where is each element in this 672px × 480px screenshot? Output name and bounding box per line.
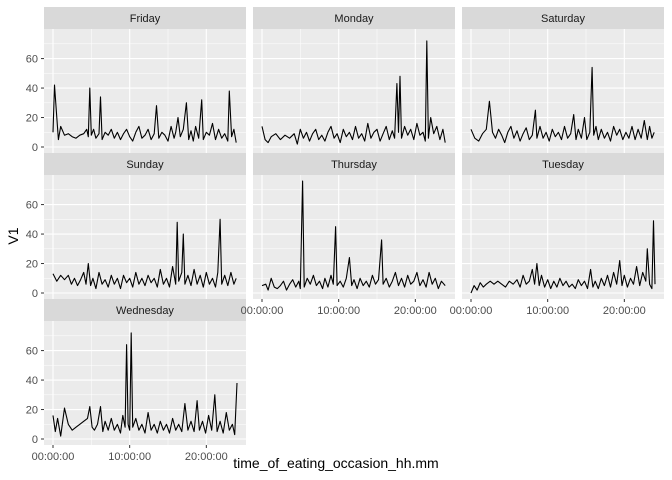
series-line-thursday xyxy=(261,180,446,291)
facet-label-monday: Monday xyxy=(334,13,374,25)
y-tick-label: 0 xyxy=(32,288,38,300)
facet-strip-sunday xyxy=(44,153,246,175)
y-tick-label: 20 xyxy=(26,259,38,271)
facet-label-saturday: Saturday xyxy=(541,13,586,25)
facet-strip-friday xyxy=(44,7,246,29)
facet-strip-thursday xyxy=(253,153,455,175)
y-tick-label: 0 xyxy=(32,142,38,154)
y-tick-label: 40 xyxy=(26,229,38,241)
facet-strip-monday xyxy=(253,7,455,29)
series-line-saturday xyxy=(470,66,655,144)
facet-panel-thursday: Thursday xyxy=(253,153,455,299)
facet-strip-saturday xyxy=(462,7,664,29)
y-tick-label: 60 xyxy=(26,346,38,358)
x-tick-label: 10:00:00 xyxy=(108,451,151,463)
series-line-tuesday xyxy=(470,220,656,294)
y-tick-label: 40 xyxy=(26,83,38,95)
x-tick-label: 20:00:00 xyxy=(394,305,437,317)
panel-background-sunday xyxy=(44,175,246,299)
facet-label-thursday: Thursday xyxy=(331,159,377,171)
series-line-monday xyxy=(261,40,446,145)
facet-label-sunday: Sunday xyxy=(126,159,164,171)
series-line-wednesday xyxy=(52,332,238,437)
facet-panel-wednesday: Wednesday xyxy=(44,299,246,445)
facet-panel-monday: Monday xyxy=(253,7,455,153)
y-tick-label: 60 xyxy=(26,200,38,212)
x-axis-title: time_of_eating_occasion_hh.mm xyxy=(233,455,439,471)
x-tick-label: 00:00:00 xyxy=(450,305,493,317)
facet-strip-wednesday xyxy=(44,299,246,321)
y-axis-title: V1 xyxy=(5,227,21,245)
series-line-sunday xyxy=(52,218,237,290)
facet-label-wednesday: Wednesday xyxy=(116,305,174,317)
facet-strip-tuesday xyxy=(462,153,664,175)
x-tick-label: 20:00:00 xyxy=(603,305,646,317)
facet-panel-saturday: Saturday xyxy=(462,7,664,153)
facet-panel-sunday: Sunday xyxy=(44,153,246,299)
y-tick-label: 20 xyxy=(26,113,38,125)
y-tick-label: 40 xyxy=(26,375,38,387)
x-tick-label: 10:00:00 xyxy=(317,305,360,317)
facet-panel-friday: Friday xyxy=(44,7,246,153)
facet-label-friday: Friday xyxy=(130,13,161,25)
y-tick-label: 60 xyxy=(26,54,38,66)
series-line-friday xyxy=(52,84,237,143)
y-tick-label: 0 xyxy=(32,434,38,446)
x-tick-label: 20:00:00 xyxy=(185,451,228,463)
x-tick-label: 00:00:00 xyxy=(32,451,75,463)
facet-panel-tuesday: Tuesday xyxy=(462,153,664,299)
y-tick-label: 20 xyxy=(26,405,38,417)
facet-label-tuesday: Tuesday xyxy=(542,159,584,171)
panel-background-wednesday xyxy=(44,321,246,445)
x-tick-label: 00:00:00 xyxy=(241,305,284,317)
x-tick-label: 10:00:00 xyxy=(526,305,569,317)
